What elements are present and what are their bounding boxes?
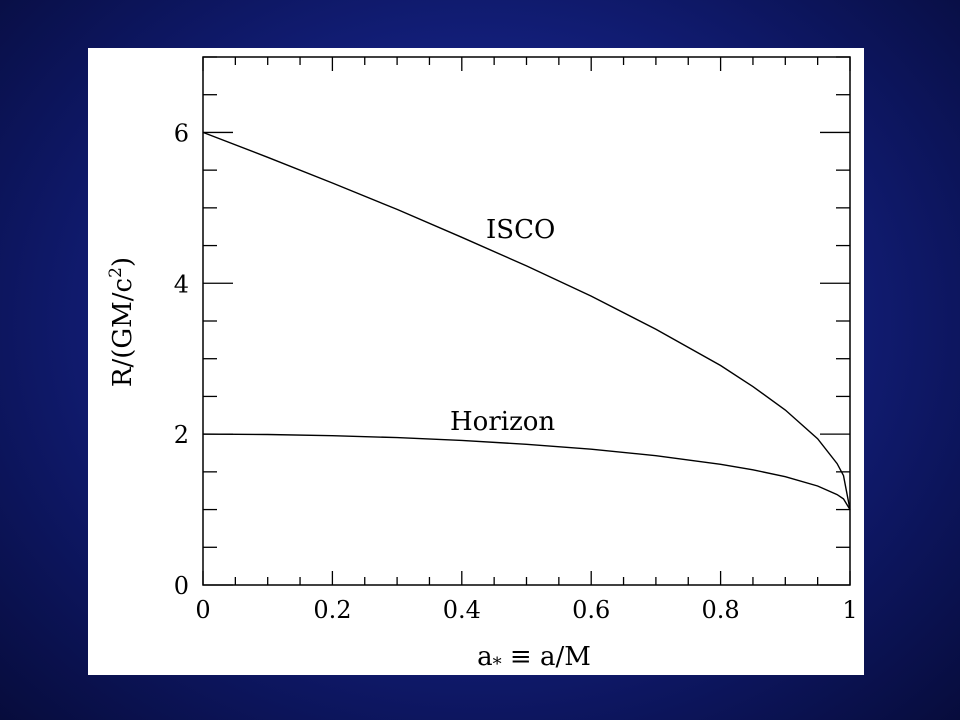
y-tick-label: 0 (174, 572, 189, 600)
ticks (202, 56, 851, 586)
x-tick-label: 0.2 (313, 596, 351, 624)
series-line-isco (202, 131, 851, 510)
x-tick-label: 1 (842, 596, 857, 624)
x-tick-label: 0.8 (702, 596, 740, 624)
y-tick-label: 6 (174, 119, 189, 147)
y-axis-title: R/(GM/c2) (106, 257, 138, 387)
y-tick-label: 4 (174, 270, 189, 298)
series-label-isco: ISCO (486, 215, 555, 245)
tick-labels: 0 0.2 0.4 0.6 0.8 1 0 2 4 6 (174, 119, 858, 624)
series-label-horizon: Horizon (450, 407, 555, 437)
x-tick-label: 0 (195, 596, 210, 624)
x-axis-title: a* ≡ a/M (477, 642, 591, 675)
x-tick-label: 0.4 (443, 596, 481, 624)
chart-panel: 0 0.2 0.4 0.6 0.8 1 0 2 4 6 ISCO Horizon a* ≡ a/M… (88, 48, 864, 675)
x-tick-label: 0.6 (572, 596, 610, 624)
series-line-horizon (202, 433, 851, 510)
chart: 0 0.2 0.4 0.6 0.8 1 0 2 4 6 ISCO Horizon a* ≡ a/M… (106, 56, 858, 675)
plot-frame (202, 56, 851, 586)
curves (202, 131, 851, 510)
y-tick-label: 2 (174, 421, 189, 449)
